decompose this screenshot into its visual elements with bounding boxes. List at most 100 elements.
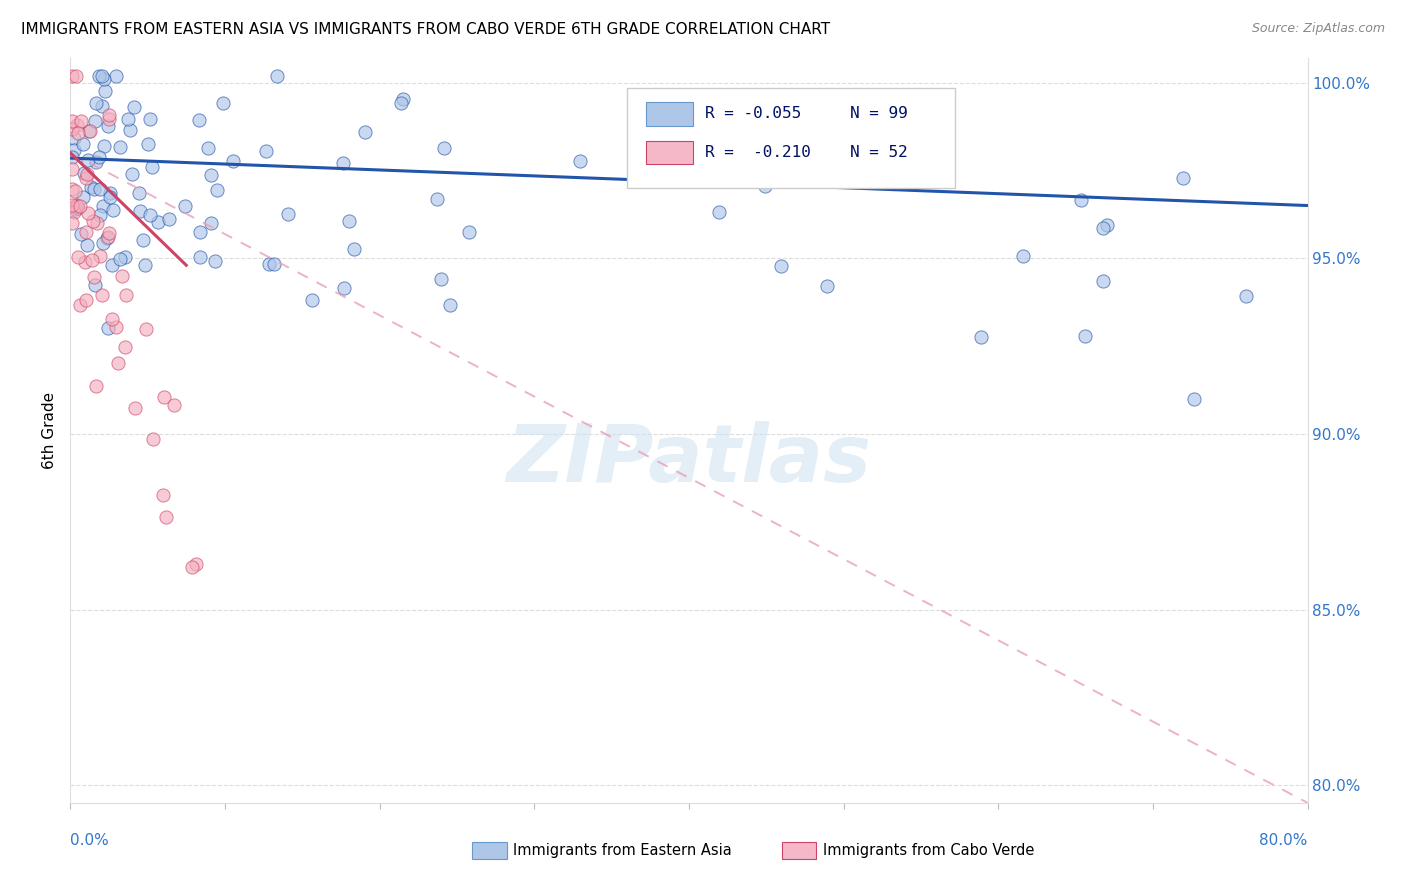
Point: [277, 207, 299, 221]
Point: [197, 141, 219, 155]
Point: [91, 236, 114, 251]
Point: [63, 143, 86, 157]
Point: [970, 330, 993, 344]
Text: 80.0%: 80.0%: [1260, 832, 1308, 847]
Point: [136, 136, 159, 151]
Point: [135, 322, 157, 336]
Point: [84, 114, 107, 128]
Text: IMMIGRANTS FROM EASTERN ASIA VS IMMIGRANTS FROM CABO VERDE 6TH GRADE CORRELATION: IMMIGRANTS FROM EASTERN ASIA VS IMMIGRAN…: [21, 22, 830, 37]
Point: [75, 170, 97, 185]
Point: [433, 140, 456, 154]
Point: [66, 199, 89, 213]
Y-axis label: 6th Grade: 6th Grade: [42, 392, 58, 469]
Point: [60, 69, 83, 83]
Point: [122, 99, 145, 113]
Point: [115, 288, 138, 302]
Point: [82, 214, 104, 228]
Point: [132, 233, 155, 247]
Point: [94, 83, 117, 97]
Point: [569, 153, 592, 168]
Text: R = -0.055: R = -0.055: [704, 106, 801, 121]
Text: ZIPatlas: ZIPatlas: [506, 421, 872, 500]
Point: [103, 202, 125, 217]
Point: [1091, 274, 1114, 288]
Text: Immigrants from Cabo Verde: Immigrants from Cabo Verde: [823, 843, 1033, 858]
Point: [114, 340, 136, 354]
Point: [128, 203, 150, 218]
Point: [84, 277, 107, 292]
Point: [77, 124, 100, 138]
Point: [93, 139, 115, 153]
Point: [60, 161, 83, 176]
Point: [60, 122, 83, 136]
Point: [121, 167, 143, 181]
Point: [200, 217, 222, 231]
Point: [101, 258, 124, 272]
Point: [84, 95, 107, 110]
Point: [139, 112, 162, 127]
Point: [190, 250, 212, 264]
Point: [188, 225, 211, 239]
Text: Immigrants from Eastern Asia: Immigrants from Eastern Asia: [513, 843, 733, 858]
Point: [332, 156, 354, 170]
Point: [173, 199, 195, 213]
Point: [457, 225, 479, 239]
Point: [120, 123, 142, 137]
Text: Source: ZipAtlas.com: Source: ZipAtlas.com: [1251, 22, 1385, 36]
Point: [67, 201, 90, 215]
Point: [63, 202, 86, 216]
Text: R =  -0.210: R = -0.210: [704, 145, 811, 160]
Point: [817, 278, 839, 293]
Point: [342, 242, 364, 256]
Point: [105, 69, 128, 83]
Point: [141, 160, 163, 174]
Point: [77, 205, 100, 219]
Point: [769, 259, 792, 273]
Bar: [472, 842, 508, 859]
Point: [63, 205, 86, 219]
Point: [101, 312, 124, 326]
Point: [1182, 392, 1205, 406]
Point: [66, 250, 89, 264]
Point: [84, 154, 107, 169]
Point: [86, 216, 108, 230]
Point: [263, 257, 285, 271]
Point: [124, 401, 146, 415]
Point: [221, 153, 243, 168]
Point: [65, 69, 87, 83]
Point: [96, 231, 118, 245]
Point: [84, 379, 107, 393]
Point: [76, 153, 98, 167]
Point: [97, 321, 120, 335]
Point: [76, 238, 98, 252]
Point: [63, 131, 86, 145]
Point: [1234, 289, 1257, 303]
Point: [1070, 193, 1092, 207]
Point: [200, 168, 222, 182]
Point: [180, 560, 202, 574]
Point: [204, 253, 226, 268]
Point: [75, 225, 97, 239]
Bar: [645, 102, 693, 126]
Point: [128, 186, 150, 201]
Point: [430, 272, 453, 286]
Point: [186, 558, 208, 572]
Point: [212, 95, 235, 110]
Point: [65, 198, 87, 212]
Point: [426, 192, 449, 206]
Point: [97, 108, 120, 122]
Point: [60, 150, 83, 164]
Point: [392, 92, 415, 106]
Point: [1095, 218, 1118, 232]
Point: [60, 182, 83, 196]
Point: [72, 190, 94, 204]
Point: [60, 113, 83, 128]
Point: [155, 510, 177, 524]
Bar: [645, 141, 693, 164]
Text: N = 99: N = 99: [849, 106, 907, 121]
Point: [89, 69, 111, 83]
Point: [354, 125, 377, 139]
Point: [709, 205, 731, 219]
Point: [72, 136, 94, 151]
Point: [266, 69, 288, 83]
